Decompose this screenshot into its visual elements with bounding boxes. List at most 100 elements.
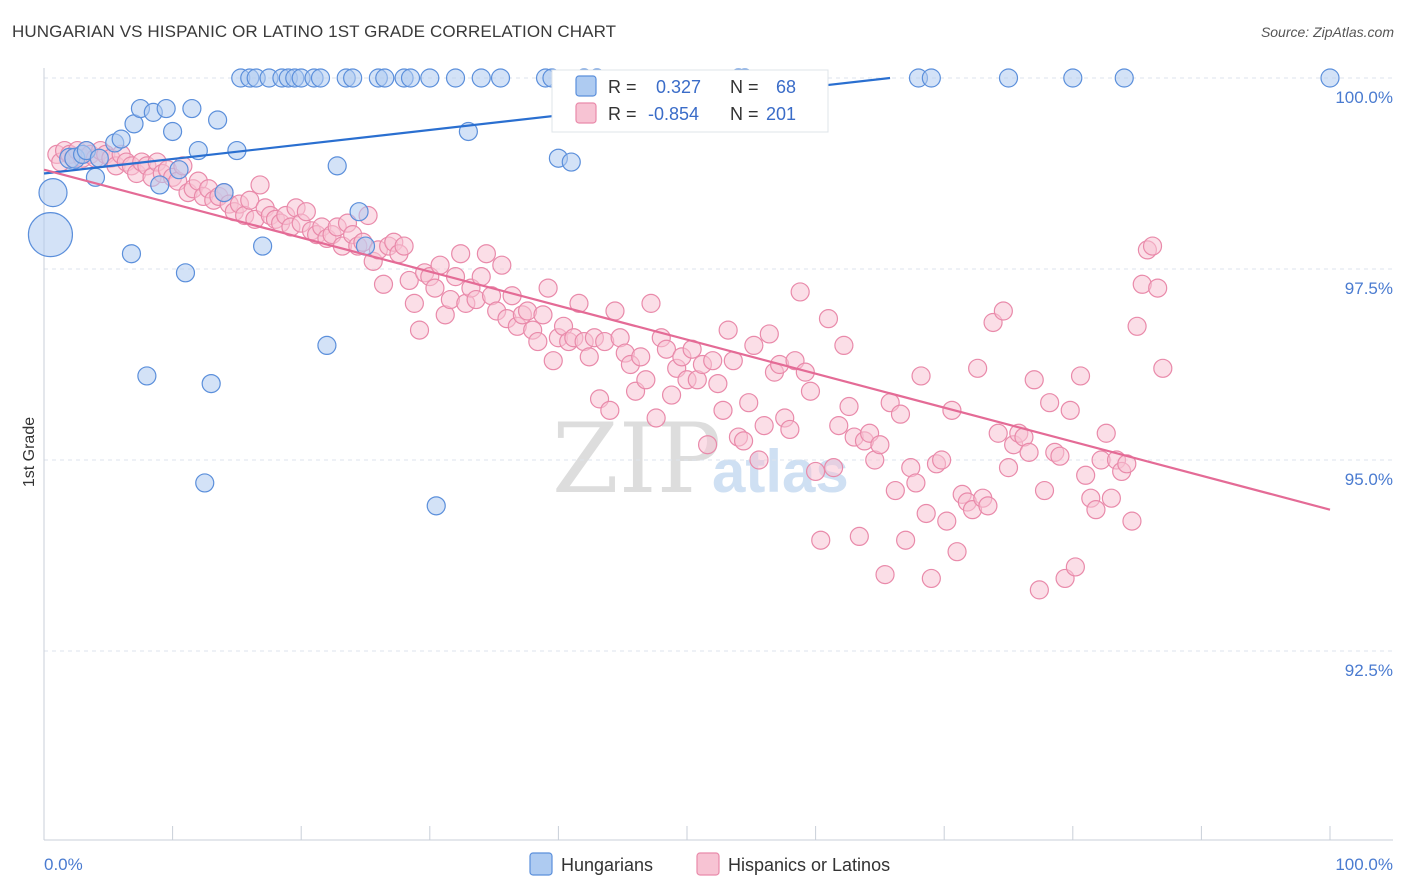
hungarian-point bbox=[89, 148, 109, 168]
hungarian-point bbox=[310, 68, 331, 88]
hispanic-point bbox=[744, 335, 764, 355]
hispanic-point bbox=[780, 419, 800, 440]
hispanic-point bbox=[1076, 465, 1096, 485]
hungarian-point bbox=[375, 68, 395, 88]
hungarian-point bbox=[349, 202, 369, 222]
hungarian-point bbox=[343, 68, 363, 88]
hungarian-point bbox=[163, 121, 183, 142]
hungarian-point bbox=[38, 178, 68, 208]
hispanic-point bbox=[703, 351, 723, 371]
hispanic-point bbox=[932, 450, 952, 470]
x-tick-label-min: 0.0% bbox=[44, 855, 83, 874]
hispanic-point bbox=[890, 404, 911, 424]
hispanic-point bbox=[733, 431, 754, 451]
hispanic-point bbox=[579, 347, 599, 367]
hispanic-point bbox=[1096, 423, 1116, 443]
hispanic-point bbox=[1050, 446, 1070, 466]
hispanic-point bbox=[1070, 366, 1091, 386]
hungarian-point bbox=[175, 263, 196, 283]
hispanic-point bbox=[1034, 480, 1055, 501]
hungarian-point bbox=[201, 374, 221, 394]
hungarian-point bbox=[121, 244, 142, 264]
stats-legend-frame bbox=[551, 69, 829, 133]
hispanic-point bbox=[399, 270, 419, 291]
hispanic-point bbox=[754, 416, 774, 436]
hispanic-point bbox=[708, 374, 728, 394]
hungarian-point bbox=[420, 68, 440, 88]
hispanic-point bbox=[978, 496, 998, 516]
legend-r-label-hungarians: R = bbox=[608, 77, 637, 97]
hispanic-point bbox=[430, 255, 450, 275]
hispanic-point bbox=[800, 381, 821, 401]
legend-swatch-hungarians bbox=[575, 75, 597, 97]
hispanic-point bbox=[993, 301, 1013, 321]
hispanic-point bbox=[451, 244, 471, 264]
hispanic-point bbox=[739, 393, 759, 413]
hungarian-point bbox=[400, 68, 421, 88]
hispanic-point bbox=[631, 347, 651, 367]
hispanic-point bbox=[1065, 557, 1085, 577]
hispanic-point bbox=[998, 458, 1019, 478]
hispanic-point bbox=[718, 320, 738, 340]
hispanic-point bbox=[911, 366, 931, 386]
hispanic-point bbox=[1127, 316, 1147, 336]
hispanic-point bbox=[805, 461, 826, 482]
hungarian-point bbox=[561, 152, 581, 172]
legend-n-label-hungarians: N = bbox=[730, 77, 759, 97]
hispanic-point bbox=[790, 282, 810, 302]
legend-r-value-hispanics: -0.854 bbox=[648, 104, 699, 124]
hungarian-point bbox=[426, 496, 446, 516]
hungarian-point bbox=[471, 68, 491, 88]
hungarian-point bbox=[27, 212, 74, 258]
hungarian-point bbox=[317, 335, 337, 355]
hispanic-point bbox=[921, 568, 941, 589]
hungarian-point bbox=[253, 236, 273, 256]
hispanic-point bbox=[906, 473, 926, 493]
series-legend: Hungarians Hispanics or Latinos bbox=[529, 852, 890, 876]
series-legend-label-hispanics: Hispanics or Latinos bbox=[728, 855, 890, 875]
hungarian-point bbox=[327, 156, 347, 176]
chart-source: Source: ZipAtlas.com bbox=[1260, 24, 1394, 40]
legend-r-value-hungarians: 0.327 bbox=[656, 77, 701, 97]
hispanic-point bbox=[250, 175, 270, 195]
hispanic-point bbox=[1060, 400, 1080, 420]
hispanic-point bbox=[1019, 442, 1039, 462]
hispanic-point bbox=[646, 408, 666, 428]
series-legend-swatch-hungarians bbox=[529, 852, 553, 876]
hispanic-point bbox=[916, 503, 936, 524]
hispanic-trendline bbox=[43, 168, 1331, 511]
hispanic-point bbox=[641, 293, 661, 313]
hispanic-point bbox=[947, 542, 967, 562]
legend-n-value-hungarians: 68 bbox=[776, 77, 796, 97]
hungarian-point bbox=[490, 68, 511, 88]
legend-swatch-hispanics bbox=[575, 102, 597, 124]
hungarian-point bbox=[1320, 68, 1340, 88]
y-tick-label-1: 95.0% bbox=[1345, 470, 1393, 489]
stats-legend: R = 0.327 N = 68 R = -0.854 N = 201 bbox=[551, 69, 829, 133]
y-tick-label-0: 92.5% bbox=[1345, 661, 1393, 680]
hispanic-point bbox=[569, 293, 589, 313]
hispanic-point bbox=[818, 309, 839, 329]
hispanic-point bbox=[896, 530, 916, 550]
hungarian-point bbox=[998, 68, 1019, 88]
hungarian-point bbox=[137, 366, 157, 386]
hispanic-point bbox=[937, 511, 957, 531]
chart-title: HUNGARIAN VS HISPANIC OR LATINO 1ST GRAD… bbox=[12, 22, 617, 41]
hispanic-point bbox=[656, 339, 677, 359]
hispanic-point bbox=[492, 255, 512, 275]
hispanic-point bbox=[839, 396, 859, 417]
hungarian-point bbox=[1063, 68, 1083, 88]
hispanic-point bbox=[1086, 500, 1106, 520]
hispanic-point bbox=[759, 324, 779, 344]
series-legend-swatch-hispanics bbox=[696, 852, 720, 876]
hispanic-point bbox=[697, 435, 718, 455]
hispanic-point bbox=[1153, 358, 1173, 378]
hispanic-point bbox=[829, 416, 849, 436]
hispanic-point bbox=[749, 450, 769, 470]
hispanic-point bbox=[600, 400, 620, 420]
hispanic-point bbox=[404, 293, 424, 313]
hispanic-point bbox=[543, 351, 563, 371]
hispanic-point bbox=[373, 274, 394, 294]
legend-n-value-hispanics: 201 bbox=[766, 104, 796, 124]
legend-r-label-hispanics: R = bbox=[608, 104, 637, 124]
